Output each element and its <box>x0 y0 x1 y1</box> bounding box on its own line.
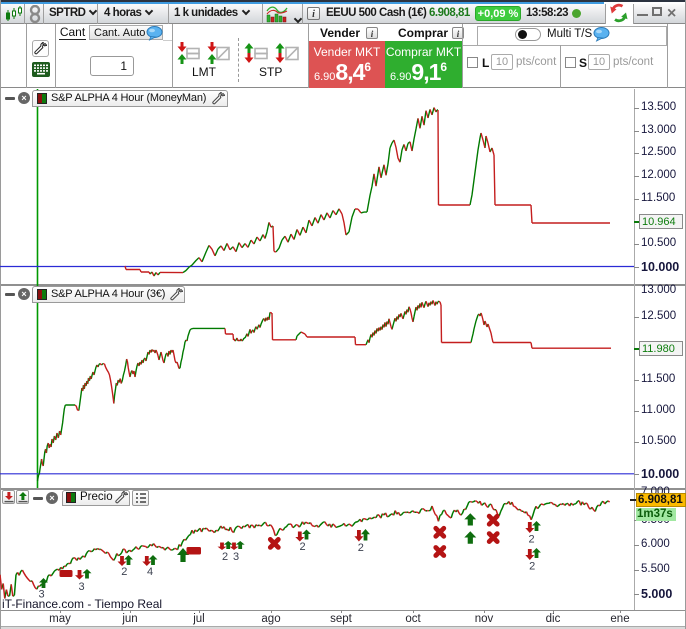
svg-text:3: 3 <box>38 589 44 601</box>
svg-text:2: 2 <box>299 541 305 553</box>
svg-text:3: 3 <box>78 581 84 593</box>
svg-text:2: 2 <box>529 561 535 573</box>
svg-text:4: 4 <box>147 566 153 578</box>
svg-text:2: 2 <box>222 551 228 563</box>
svg-text:2: 2 <box>121 566 127 578</box>
svg-text:2: 2 <box>529 534 535 546</box>
svg-text:2: 2 <box>358 542 364 554</box>
svg-text:3: 3 <box>233 551 239 563</box>
